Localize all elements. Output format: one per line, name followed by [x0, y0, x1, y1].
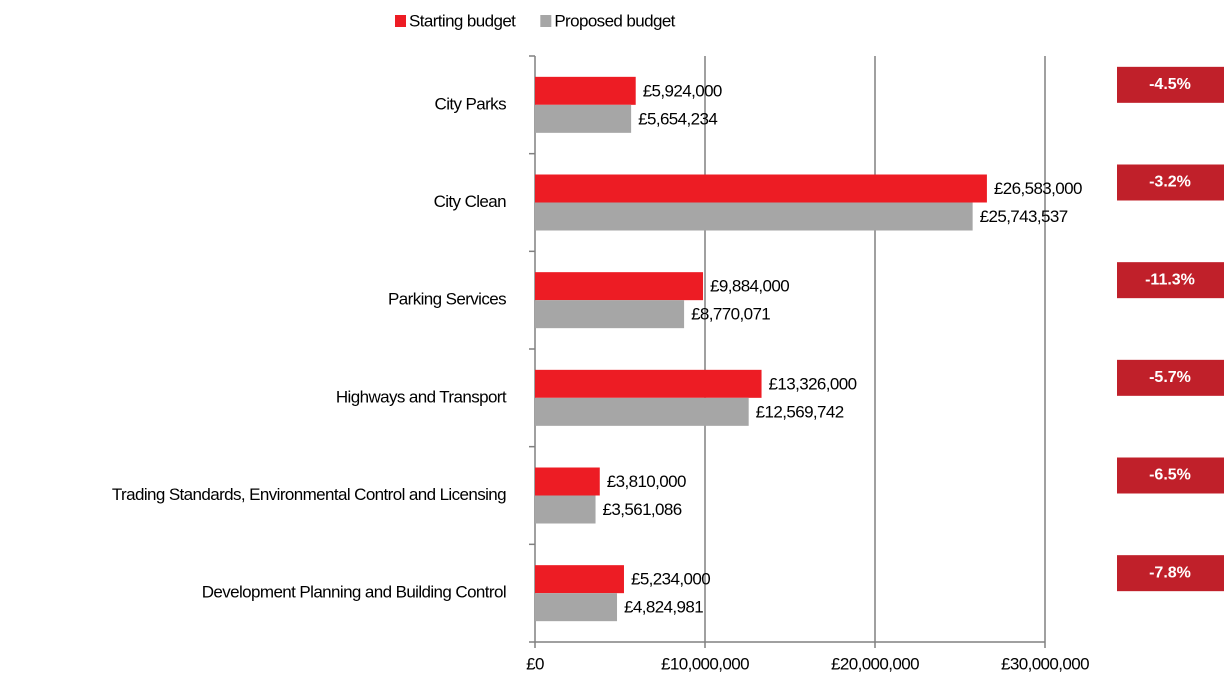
change-label: -7.8%	[1149, 564, 1191, 581]
change-label: -5.7%	[1149, 369, 1191, 386]
value-label: £5,924,000	[643, 81, 722, 100]
bar	[535, 369, 762, 398]
bar	[535, 76, 636, 105]
value-label: £3,561,086	[603, 500, 682, 519]
change-badge	[1117, 555, 1224, 592]
change-badge	[1117, 457, 1224, 494]
bar	[535, 104, 632, 133]
change-label: -6.5%	[1149, 467, 1191, 484]
legend-label: Starting budget	[409, 11, 516, 30]
bar	[535, 467, 600, 496]
value-label: £4,824,981	[624, 598, 703, 617]
value-label: £9,884,000	[710, 277, 789, 296]
category-label: City Parks	[435, 94, 507, 113]
change-badge	[1117, 66, 1224, 103]
category-label: Development Planning and Building Contro…	[202, 583, 506, 602]
category-label: Highways and Transport	[336, 387, 507, 406]
value-label: £3,810,000	[607, 472, 686, 491]
change-label: -11.3%	[1145, 271, 1195, 288]
change-badge	[1117, 359, 1224, 396]
bar	[535, 397, 749, 426]
bar	[535, 565, 624, 594]
legend-label: Proposed budget	[554, 11, 675, 30]
bar	[535, 272, 704, 301]
change-badge	[1117, 262, 1224, 299]
value-label: £13,326,000	[769, 374, 857, 393]
category-label: Trading Standards, Environmental Control…	[112, 485, 506, 504]
value-label: £12,569,742	[756, 402, 844, 421]
bar	[535, 495, 596, 524]
category-label: City Clean	[434, 192, 507, 211]
value-label: £5,654,234	[638, 109, 717, 128]
change-badge	[1117, 164, 1224, 201]
x-tick-label: £0	[526, 654, 544, 673]
change-label: -3.2%	[1149, 174, 1191, 191]
x-tick-label: £20,000,000	[831, 654, 919, 673]
x-tick-label: £30,000,000	[1001, 654, 1089, 673]
legend-swatch	[395, 15, 406, 27]
change-label: -4.5%	[1149, 76, 1191, 93]
bar	[535, 593, 618, 622]
value-label: £26,583,000	[994, 179, 1082, 198]
value-label: £5,234,000	[631, 570, 710, 589]
bar	[535, 174, 987, 203]
bar	[535, 202, 973, 231]
bar	[535, 300, 685, 329]
category-label: Parking Services	[388, 290, 506, 309]
legend-swatch	[540, 15, 552, 27]
value-label: £8,770,071	[691, 305, 770, 324]
x-tick-label: £10,000,000	[661, 654, 749, 673]
value-label: £25,743,537	[980, 207, 1068, 226]
